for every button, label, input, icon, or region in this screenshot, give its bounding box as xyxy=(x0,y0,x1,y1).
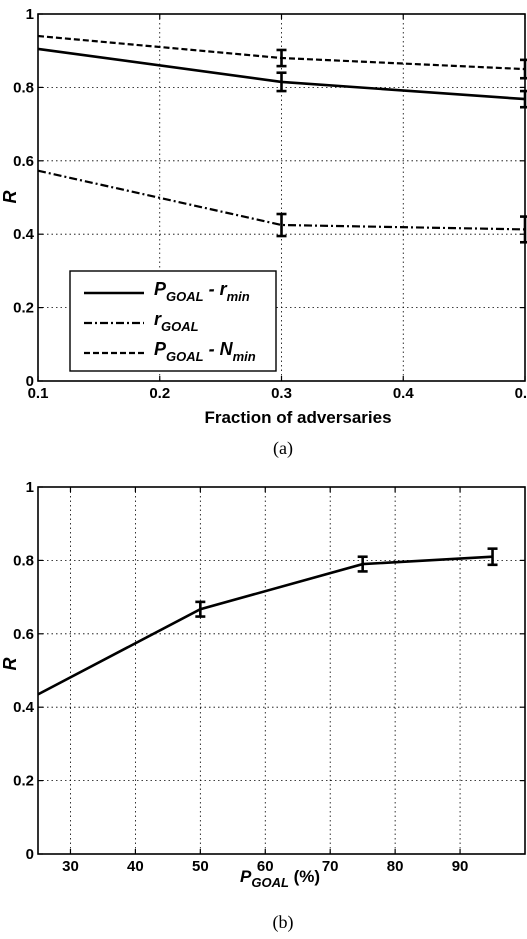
a-y-tick-label: 0.4 xyxy=(13,226,35,243)
b-x-tick-label: 40 xyxy=(127,858,144,875)
chart-b-caption: (b) xyxy=(273,912,294,933)
a-x-tick-label: 0.5 xyxy=(515,385,527,402)
b-x-tick-label: 80 xyxy=(387,858,404,875)
chart-b-x-label-sub: GOAL xyxy=(251,875,289,890)
legend-label-mid: - r xyxy=(204,279,228,299)
b-y-tick-label: 0.6 xyxy=(13,626,34,643)
legend-label-main: P xyxy=(154,339,167,359)
chart-a-series xyxy=(37,34,527,244)
chart-a-x-axis-label: Fraction of adversaries xyxy=(204,408,391,427)
a-error-bar xyxy=(276,71,287,93)
chart-b-y-axis-label: R xyxy=(0,658,20,671)
a-error-bar xyxy=(520,58,527,80)
legend-label-sub: GOAL xyxy=(166,349,204,364)
chart-b: 00.20.40.60.81 30 40 50 60 70 80 90 PGOAL (%) … xyxy=(0,479,526,933)
a-x-tick-label: 0.3 xyxy=(271,385,292,402)
b-error-bar xyxy=(357,555,368,573)
b-x-tick-label: 50 xyxy=(192,858,209,875)
chart-a-caption: (a) xyxy=(273,438,293,459)
legend-label-sub2: min xyxy=(227,289,250,304)
a-series-line-2 xyxy=(37,169,526,231)
chart-b-x-axis-label: PGOAL (%) xyxy=(240,867,320,890)
legend-label-1: PGOAL - rmin xyxy=(154,279,250,304)
chart-b-plot-area xyxy=(37,486,526,855)
b-y-tick-label: 0.2 xyxy=(13,773,34,790)
chart-b-grid xyxy=(38,487,525,854)
chart-b-x-ticks: 30 40 50 60 70 80 90 xyxy=(62,487,468,875)
legend-label-main: P xyxy=(154,279,167,299)
b-y-tick-label: 0.8 xyxy=(13,552,34,569)
legend-box xyxy=(69,270,277,372)
legend-label-sub: GOAL xyxy=(161,319,199,334)
b-y-tick-label: 0 xyxy=(26,846,34,863)
legend-label-sub: GOAL xyxy=(166,289,204,304)
a-error-bar xyxy=(276,212,287,238)
legend-label-main: r xyxy=(154,309,162,329)
chart-b-series xyxy=(37,547,498,696)
b-x-tick-label: 60 xyxy=(257,858,274,875)
b-error-bar xyxy=(195,600,206,618)
chart-b-x-label-rest: (%) xyxy=(289,867,320,886)
chart-a-y-ticks: 0 0.2 0.4 0.6 0.8 1 xyxy=(13,6,525,390)
chart-b-y-ticks: 0 0.2 0.4 0.6 0.8 1 xyxy=(13,479,525,863)
a-y-tick-label: 0 xyxy=(26,373,34,390)
b-x-tick-label: 90 xyxy=(452,858,469,875)
a-y-tick-label: 0.6 xyxy=(13,153,34,170)
legend-label-sub2: min xyxy=(233,349,256,364)
chart-a: 00.20.40.60.81 0.10.20.30.40.5 PGOAL - r… xyxy=(0,6,527,459)
b-x-tick-label: 70 xyxy=(322,858,339,875)
b-x-tick-label: 30 xyxy=(62,858,79,875)
legend-label-mid: - N xyxy=(204,339,234,359)
a-error-bar xyxy=(520,89,527,109)
b-y-tick-label: 1 xyxy=(26,479,34,496)
a-y-tick-label: 1 xyxy=(26,6,34,23)
a-error-bar xyxy=(520,215,527,244)
a-x-tick-label: 0.1 xyxy=(28,385,49,402)
b-y-tick-label: 0.4 xyxy=(13,699,35,716)
b-error-bar xyxy=(487,547,498,567)
chart-b-x-label-main: P xyxy=(240,867,252,886)
b-series-line-1 xyxy=(37,555,493,696)
a-y-tick-label: 0.8 xyxy=(13,79,34,96)
a-x-tick-label: 0.4 xyxy=(393,385,415,402)
legend-label-3: PGOAL - Nmin xyxy=(154,339,256,364)
a-x-tick-label: 0.2 xyxy=(149,385,170,402)
chart-a-x-ticks: 0.1 0.2 0.3 0.4 0.5 xyxy=(28,14,527,402)
chart-a-y-axis-label: R xyxy=(0,191,20,204)
a-y-tick-label: 0.2 xyxy=(13,300,34,317)
a-error-bar xyxy=(276,48,287,68)
legend-label-2: rGOAL xyxy=(154,309,199,334)
